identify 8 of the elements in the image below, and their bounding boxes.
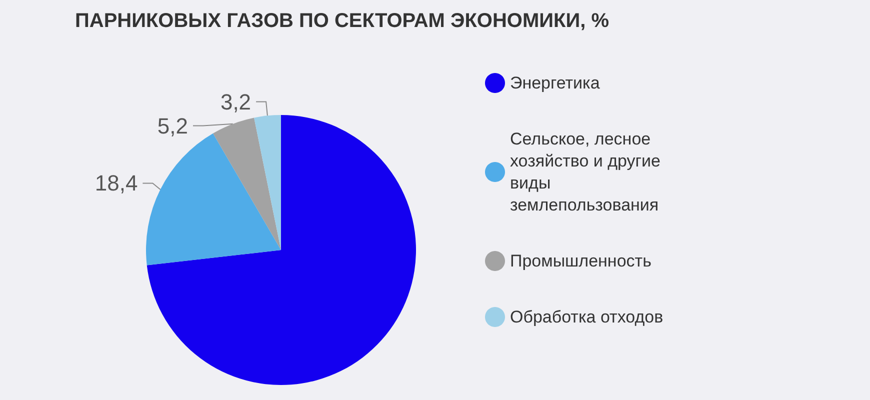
- data-label: 3,2: [220, 89, 252, 114]
- data-label: 18,4: [94, 170, 138, 196]
- legend-label: Энергетика: [510, 74, 600, 92]
- legend-label: Обработка отходов: [510, 308, 664, 326]
- legend-label: Сельское, лесное хозяйство и другие виды землепользования: [510, 130, 666, 214]
- chart-title: ПАРНИКОВЫХ ГАЗОВ ПО СЕКТОРАМ ЭКОНОМИКИ, %: [75, 10, 610, 32]
- data-label: 5,2: [157, 113, 188, 138]
- legend-label: Промышленность: [510, 252, 652, 270]
